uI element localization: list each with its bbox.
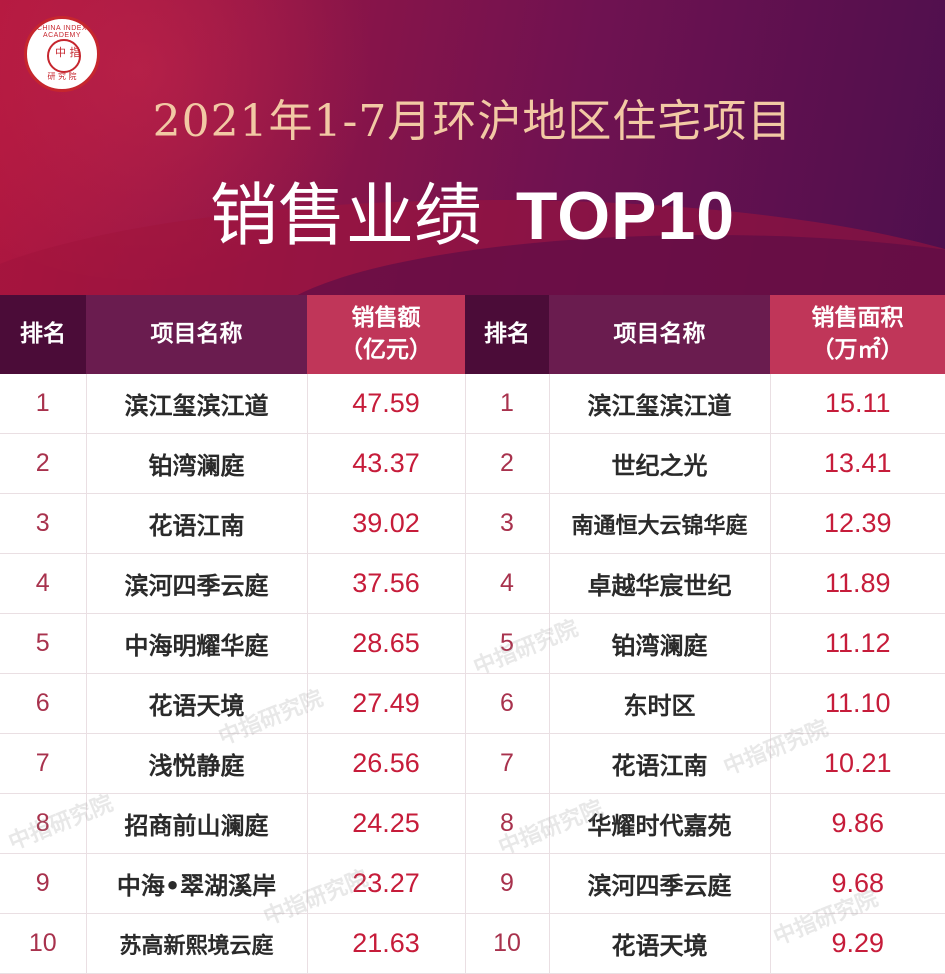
- left-project-name: 苏高新熙境云庭: [86, 913, 308, 974]
- left-project-name: 滨江玺滨江道: [86, 374, 308, 434]
- left-sales-amount: 37.56: [307, 553, 466, 614]
- right-project-name: 南通恒大云锦华庭: [549, 493, 771, 554]
- right-project-name: 花语天境: [549, 913, 771, 974]
- header-name-right: 项目名称: [549, 295, 770, 374]
- table-row: 6 花语天境 27.49 6 东时区 11.10: [0, 673, 945, 734]
- table-row: 4 滨河四季云庭 37.56 4 卓越华宸世纪 11.89: [0, 553, 945, 614]
- left-project-name: 浅悦静庭: [86, 733, 308, 794]
- china-index-academy-logo: CHINA INDEX ACADEMY 中 指 研 究 院: [24, 16, 100, 92]
- header-rank-right: 排名: [465, 295, 549, 374]
- left-sales-amount: 47.59: [307, 374, 466, 434]
- table-header-row: 排名 项目名称 销售额 （亿元） 排名 项目名称 销售面积 （万㎡）: [0, 295, 945, 374]
- left-sales-amount: 43.37: [307, 433, 466, 494]
- page-title-line1: 2021年1-7月环沪地区住宅项目: [152, 96, 793, 147]
- page-title-line2: 销售业绩 TOP10: [0, 160, 945, 259]
- left-rank: 2: [0, 433, 87, 494]
- table-row: 10 苏高新熙境云庭 21.63 10 花语天境 9.29: [0, 913, 945, 974]
- left-project-name: 中海明耀华庭: [86, 613, 308, 674]
- left-rank: 5: [0, 613, 87, 674]
- title-banner: CHINA INDEX ACADEMY 中 指 研 究 院 2021年1-7月环…: [0, 0, 945, 295]
- right-project-name: 花语江南: [549, 733, 771, 794]
- right-project-name: 铂湾澜庭: [549, 613, 771, 674]
- left-sales-amount: 28.65: [307, 613, 466, 674]
- left-project-name: 招商前山澜庭: [86, 793, 308, 854]
- right-rank: 5: [465, 613, 550, 674]
- right-sales-area: 15.11: [770, 374, 945, 434]
- table-row: 9 中海•翠湖溪岸 23.27 9 滨河四季云庭 9.68: [0, 853, 945, 914]
- left-rank: 9: [0, 853, 87, 914]
- right-rank: 7: [465, 733, 550, 794]
- left-rank: 1: [0, 374, 87, 434]
- right-rank: 8: [465, 793, 550, 854]
- left-sales-amount: 39.02: [307, 493, 466, 554]
- page-title-cn: 销售业绩: [209, 177, 482, 256]
- left-sales-amount: 26.56: [307, 733, 466, 794]
- right-sales-area: 10.21: [770, 733, 945, 794]
- left-rank: 3: [0, 493, 87, 554]
- right-rank: 2: [465, 433, 550, 494]
- header-sales-amount-unit: （亿元）: [340, 336, 432, 363]
- right-rank: 4: [465, 553, 550, 614]
- right-sales-area: 11.89: [770, 553, 945, 614]
- logo-center-text: 中 指: [55, 46, 81, 59]
- left-project-name: 滨河四季云庭: [86, 553, 308, 614]
- header-sales-area-unit: （万㎡）: [811, 336, 904, 363]
- header-sales-amount: 销售额 （亿元）: [307, 295, 465, 374]
- header-sales-amount-label: 销售额: [351, 305, 421, 332]
- right-sales-area: 11.12: [770, 613, 945, 674]
- right-project-name: 华耀时代嘉苑: [549, 793, 771, 854]
- header-sales-area: 销售面积 （万㎡）: [770, 295, 945, 374]
- header-sales-area-label: 销售面积: [811, 305, 904, 332]
- left-sales-amount: 24.25: [307, 793, 466, 854]
- right-sales-area: 11.10: [770, 673, 945, 734]
- left-project-name: 铂湾澜庭: [86, 433, 308, 494]
- header-rank-left: 排名: [0, 295, 86, 374]
- left-sales-amount: 27.49: [307, 673, 466, 734]
- right-sales-area: 9.29: [770, 913, 945, 974]
- right-sales-area: 13.41: [770, 433, 945, 494]
- table-row: 2 铂湾澜庭 43.37 2 世纪之光 13.41: [0, 433, 945, 494]
- left-sales-amount: 21.63: [307, 913, 466, 974]
- right-rank: 6: [465, 673, 550, 734]
- logo-inner-circle: [47, 39, 81, 73]
- right-project-name: 滨河四季云庭: [549, 853, 771, 914]
- table-row: 1 滨江玺滨江道 47.59 1 滨江玺滨江道 15.11: [0, 374, 945, 434]
- right-sales-area: 9.68: [770, 853, 945, 914]
- header-name-left: 项目名称: [86, 295, 307, 374]
- table-row: 8 招商前山澜庭 24.25 8 华耀时代嘉苑 9.86: [0, 793, 945, 854]
- right-project-name: 滨江玺滨江道: [549, 374, 771, 434]
- left-rank: 4: [0, 553, 87, 614]
- left-project-name: 花语天境: [86, 673, 308, 734]
- left-sales-amount: 23.27: [307, 853, 466, 914]
- left-rank: 10: [0, 913, 87, 974]
- right-rank: 9: [465, 853, 550, 914]
- left-project-name: 中海•翠湖溪岸: [86, 853, 308, 914]
- right-rank: 3: [465, 493, 550, 554]
- ranking-table-container: 排名 项目名称 销售额 （亿元） 排名 项目名称 销售面积 （万㎡） 1 滨江玺…: [0, 295, 945, 974]
- table-row: 7 浅悦静庭 26.56 7 花语江南 10.21: [0, 733, 945, 794]
- right-sales-area: 12.39: [770, 493, 945, 554]
- right-project-name: 东时区: [549, 673, 771, 734]
- logo-bottom-text: 研 究 院: [47, 72, 77, 81]
- right-project-name: 世纪之光: [549, 433, 771, 494]
- right-sales-area: 9.86: [770, 793, 945, 854]
- table-row: 5 中海明耀华庭 28.65 5 铂湾澜庭 11.12: [0, 613, 945, 674]
- page-title-top10: TOP10: [515, 178, 736, 254]
- left-rank: 7: [0, 733, 87, 794]
- ranking-table: 排名 项目名称 销售额 （亿元） 排名 项目名称 销售面积 （万㎡） 1 滨江玺…: [0, 295, 945, 974]
- logo-ring-text: CHINA INDEX ACADEMY: [36, 25, 88, 39]
- right-rank: 1: [465, 374, 550, 434]
- right-project-name: 卓越华宸世纪: [549, 553, 771, 614]
- left-rank: 6: [0, 673, 87, 734]
- right-rank: 10: [465, 913, 550, 974]
- left-rank: 8: [0, 793, 87, 854]
- left-project-name: 花语江南: [86, 493, 308, 554]
- table-row: 3 花语江南 39.02 3 南通恒大云锦华庭 12.39: [0, 493, 945, 554]
